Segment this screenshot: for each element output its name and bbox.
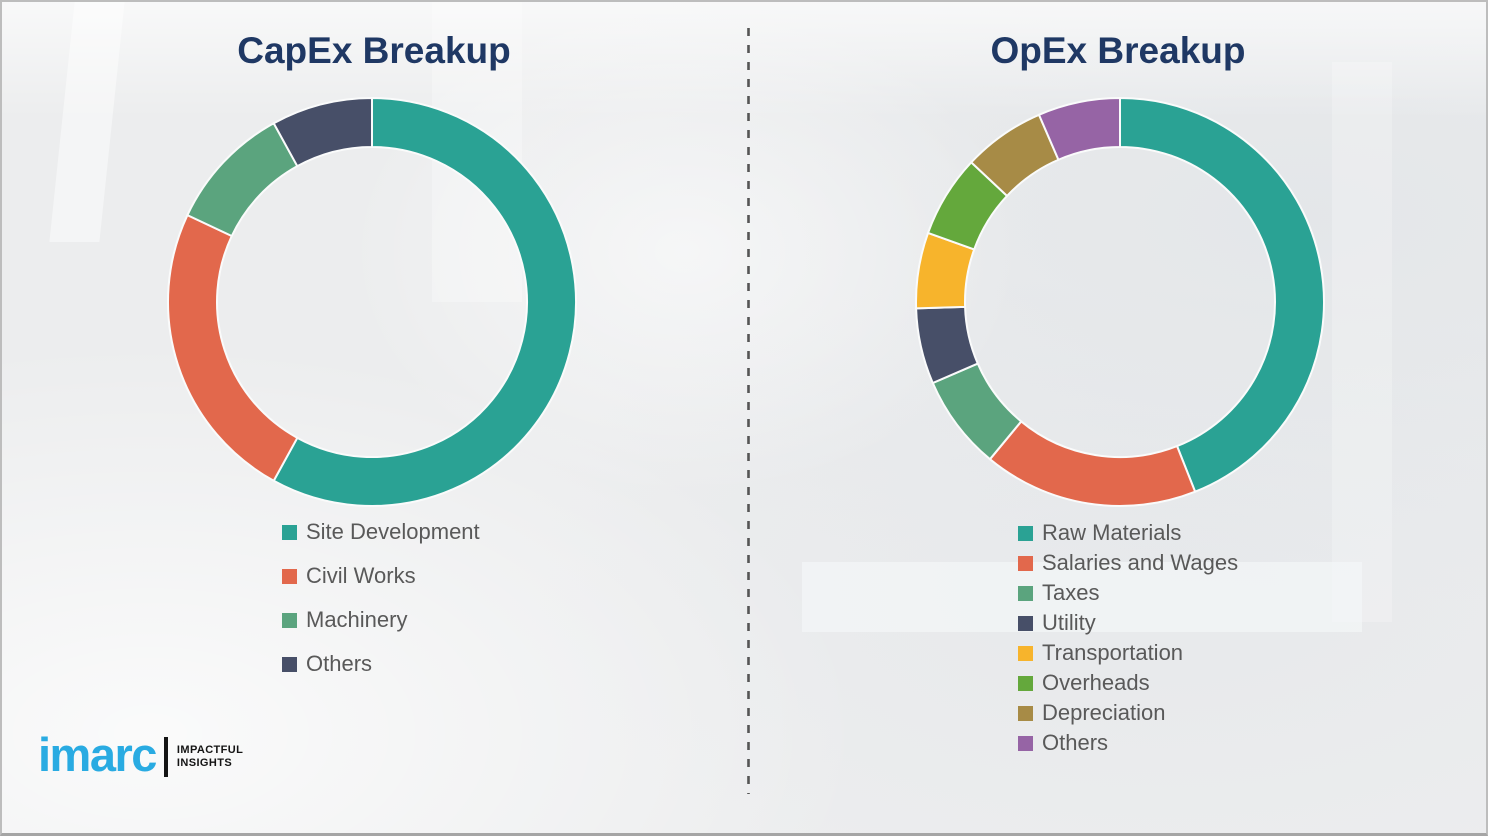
donut-segment-others: [1037, 97, 1121, 161]
donut-segment-salaries-and-wages: [988, 420, 1197, 507]
legend-item: Others: [1018, 728, 1238, 758]
donut-segment-others: [272, 97, 373, 168]
legend-item: Overheads: [1018, 668, 1238, 698]
imarc-tagline-line1: IMPACTFUL: [176, 743, 244, 756]
legend-label: Salaries and Wages: [1042, 550, 1239, 575]
legend-label: Depreciation: [1042, 700, 1166, 725]
legend-label: Transportation: [1042, 640, 1184, 665]
legend-swatch: [282, 524, 297, 540]
imarc-logo-wordmark: imarc: [38, 728, 157, 781]
legend-label: Others: [306, 651, 373, 676]
legend-item: Civil Works: [282, 554, 480, 598]
legend-swatch: [1018, 705, 1033, 721]
imarc-tagline-line2: INSIGHTS: [176, 756, 233, 769]
legend-label: Utility: [1042, 610, 1096, 635]
legend-label: Civil Works: [306, 563, 416, 588]
legend-swatch: [1018, 525, 1033, 541]
legend-swatch: [1018, 675, 1033, 691]
opex-donut-chart: [915, 97, 1325, 507]
capex-chart-title: CapEx Breakup: [237, 30, 511, 71]
legend-label: Machinery: [306, 607, 408, 632]
legend-label: Others: [1042, 730, 1109, 755]
legend-swatch: [1018, 615, 1033, 631]
legend-item: Site Development: [282, 510, 480, 554]
legend-swatch: [1018, 585, 1033, 601]
capex-panel: CapEx Breakup Site Development Civil Work…: [2, 2, 746, 833]
legend-item: Raw Materials: [1018, 518, 1238, 548]
donut-segment-raw-materials: [1119, 97, 1325, 493]
legend-item: Machinery: [282, 598, 480, 642]
capex-donut-chart: [167, 97, 577, 507]
legend-label: Site Development: [306, 519, 480, 544]
legend-item: Others: [282, 642, 480, 686]
opex-panel: OpEx Breakup Raw Materials Salaries and W…: [746, 2, 1486, 833]
legend-swatch: [1018, 735, 1033, 751]
legend-swatch: [1018, 555, 1033, 571]
donut-segment-site-development: [272, 97, 577, 507]
legend-label: Taxes: [1042, 580, 1100, 605]
legend-item: Transportation: [1018, 638, 1238, 668]
capex-legend: Site Development Civil Works Machinery Othe…: [282, 510, 480, 686]
opex-chart-title: OpEx Breakup: [990, 30, 1246, 71]
opex-legend: Raw Materials Salaries and Wages Taxes Util…: [1018, 518, 1238, 758]
donut-segment-machinery: [186, 122, 299, 238]
legend-swatch: [282, 612, 297, 628]
legend-swatch: [282, 656, 297, 672]
donut-segment-civil-works: [167, 214, 299, 482]
legend-swatch: [1018, 645, 1033, 661]
legend-label: Overheads: [1042, 670, 1150, 695]
imarc-logo: imarc IMPACTFUL INSIGHTS: [38, 731, 243, 778]
imarc-logo-divider-bar: [163, 736, 168, 777]
legend-item: Utility: [1018, 608, 1238, 638]
legend-item: Taxes: [1018, 578, 1238, 608]
legend-swatch: [282, 568, 297, 584]
legend-label: Raw Materials: [1042, 520, 1182, 545]
imarc-logo-tagline: IMPACTFUL INSIGHTS: [177, 744, 243, 770]
legend-item: Depreciation: [1018, 698, 1238, 728]
legend-item: Salaries and Wages: [1018, 548, 1238, 578]
